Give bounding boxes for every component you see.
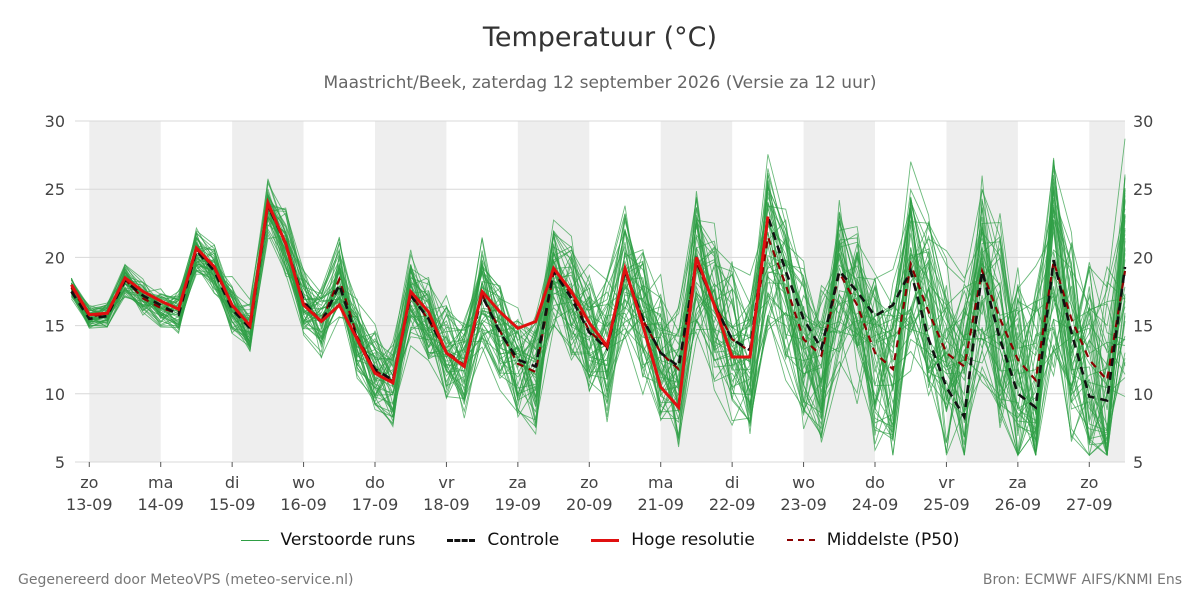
x-tick-date: 18-09 bbox=[423, 495, 470, 514]
x-tick-day: zo bbox=[80, 473, 98, 492]
footer-generated-by: Gegenereerd door MeteoVPS (meteo-service… bbox=[18, 572, 354, 588]
x-tick-day: zo bbox=[1080, 473, 1098, 492]
legend-label-p50: Middelste (P50) bbox=[826, 530, 960, 550]
y-tick-label-right: 10 bbox=[1133, 385, 1153, 404]
x-tick-date: 23-09 bbox=[780, 495, 827, 514]
legend-item-high-res: Hoge resolutie bbox=[591, 530, 755, 550]
x-tick-date: 13-09 bbox=[66, 495, 113, 514]
x-tick-day: di bbox=[225, 473, 240, 492]
chart-subtitle: Maastricht/Beek, zaterdag 12 september 2… bbox=[323, 73, 877, 93]
x-tick-date: 21-09 bbox=[637, 495, 684, 514]
ensemble-member-line bbox=[71, 167, 1126, 455]
y-tick-label-left: 25 bbox=[45, 180, 65, 199]
legend-item-control: Controle bbox=[447, 530, 559, 550]
x-tick-date: 24-09 bbox=[852, 495, 899, 514]
x-tick-date: 22-09 bbox=[709, 495, 756, 514]
legend-swatch-ensemble bbox=[240, 539, 269, 541]
chart-title: Temperatuur (°C) bbox=[482, 22, 718, 53]
x-tick-date: 15-09 bbox=[209, 495, 256, 514]
x-tick-date: 14-09 bbox=[137, 495, 184, 514]
ensemble-member-line bbox=[71, 157, 1126, 403]
y-axis-right: 5 10 15 20 25 30 bbox=[1133, 112, 1153, 472]
x-tick-day: do bbox=[865, 473, 885, 492]
shade-15-09 bbox=[232, 121, 304, 462]
x-tick-day: zo bbox=[580, 473, 598, 492]
x-tick-date: 20-09 bbox=[566, 495, 613, 514]
ensemble-member-line bbox=[71, 193, 1126, 457]
x-tick-date: 27-09 bbox=[1066, 495, 1113, 514]
y-tick-label-left: 5 bbox=[55, 453, 65, 472]
legend-item-p50: Middelste (P50) bbox=[786, 530, 960, 550]
legend: Verstoorde runs Controle Hoge resolutie … bbox=[0, 530, 1200, 550]
x-tick-date: 19-09 bbox=[495, 495, 542, 514]
x-tick-day: za bbox=[1009, 473, 1027, 492]
legend-swatch-control bbox=[447, 538, 476, 542]
ensemble-member-line bbox=[71, 178, 1126, 432]
ensemble-member-line bbox=[71, 198, 1126, 441]
ensemble-member-line bbox=[71, 154, 1126, 441]
x-tick-day: do bbox=[365, 473, 385, 492]
x-tick-day: ma bbox=[148, 473, 173, 492]
ensemble-member-line bbox=[71, 186, 1126, 457]
legend-label-ensemble: Verstoorde runs bbox=[280, 530, 416, 550]
series-lines bbox=[70, 197, 1127, 421]
x-tick-day: wo bbox=[292, 473, 315, 492]
y-tick-label-left: 30 bbox=[45, 112, 65, 131]
x-tick-date: 25-09 bbox=[923, 495, 970, 514]
x-tick-date: 17-09 bbox=[352, 495, 399, 514]
series-line-high-res bbox=[70, 197, 770, 411]
footer-source: Bron: ECMWF AIFS/KNMI Ens bbox=[982, 572, 1182, 588]
legend-item-ensemble: Verstoorde runs bbox=[240, 530, 416, 550]
y-tick-label-left: 20 bbox=[45, 248, 65, 267]
x-tick-date: 16-09 bbox=[280, 495, 327, 514]
x-tick-day: wo bbox=[792, 473, 815, 492]
x-tick-day: za bbox=[509, 473, 527, 492]
y-axis-left: 5 10 15 20 25 30 bbox=[45, 112, 65, 472]
ensemble-member-line bbox=[71, 198, 1126, 457]
y-tick-label-right: 20 bbox=[1133, 248, 1153, 267]
x-tick-day: ma bbox=[648, 473, 673, 492]
x-axis: zo 13-09 ma 14-09 di 15-09 wo 16-09 do 17-09 vr 18-… bbox=[66, 462, 1113, 514]
legend-swatch-p50 bbox=[786, 539, 815, 541]
legend-label-control: Controle bbox=[487, 530, 560, 550]
legend-swatch-high-res bbox=[591, 538, 620, 542]
y-tick-label-right: 15 bbox=[1133, 317, 1153, 336]
x-tick-date: 26-09 bbox=[995, 495, 1042, 514]
ensemble-member-line bbox=[71, 209, 1126, 448]
x-tick-day: vr bbox=[938, 473, 954, 492]
series-line-control bbox=[70, 201, 1127, 421]
y-tick-label-right: 30 bbox=[1133, 112, 1153, 131]
y-tick-label-right: 5 bbox=[1133, 453, 1143, 472]
x-tick-day: vr bbox=[438, 473, 454, 492]
legend-label-high-res: Hoge resolutie bbox=[631, 530, 755, 550]
x-tick-day: di bbox=[725, 473, 740, 492]
y-tick-label-left: 15 bbox=[45, 317, 65, 336]
y-tick-label-left: 10 bbox=[45, 385, 65, 404]
y-tick-label-right: 25 bbox=[1133, 180, 1153, 199]
